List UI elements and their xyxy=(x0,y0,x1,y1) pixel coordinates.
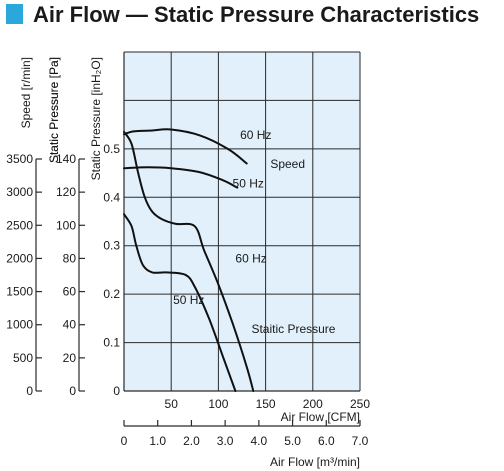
x-axis-title-cfm: Air Flow [CFM] xyxy=(281,410,360,424)
y-speed-tick-label: 2000 xyxy=(6,251,33,265)
x-tick-label-cfm: 50 xyxy=(165,397,179,411)
x-tick-label-cfm: 100 xyxy=(208,397,228,411)
x-tick-label-m3min: 0 xyxy=(121,434,128,448)
x-tick-label-m3min: 1.0 xyxy=(149,434,166,448)
x-axis-title-m3min: Air Flow [m³/min] xyxy=(270,455,360,469)
series-speed-50hz-line xyxy=(123,166,239,189)
y-tick-label-inh2o: 0.1 xyxy=(103,336,120,350)
annotation-label: 60 Hz xyxy=(235,252,266,266)
series-static-pressure-50hz-line xyxy=(123,213,237,392)
y-pa-tick-label: 100 xyxy=(56,218,76,232)
y-speed-tick-label: 2500 xyxy=(6,218,33,232)
y-pa-tick-label: 40 xyxy=(63,318,77,332)
axes xyxy=(35,52,360,427)
plot-area xyxy=(124,52,360,391)
y-tick-label-inh2o: 0.5 xyxy=(103,142,120,156)
y-pa-tick-label: 80 xyxy=(63,251,77,265)
tick-marks xyxy=(36,158,361,426)
x-tick-label-m3min: 7.0 xyxy=(352,434,369,448)
series-static-pressure-60hz-line xyxy=(123,130,255,392)
x-tick-label-cfm: 250 xyxy=(350,397,370,411)
y-pa-tick-label: 20 xyxy=(63,351,77,365)
x-tick-label-m3min: 4.0 xyxy=(251,434,268,448)
grid-lines xyxy=(124,51,361,391)
y-pa-tick-label: 0 xyxy=(69,384,76,398)
y-speed-tick-label: 0 xyxy=(26,384,33,398)
y-axis-title-pa: Static Pressure [Pa] xyxy=(47,57,61,163)
series-speed-60hz-line xyxy=(123,128,248,165)
x-tick-label-m3min: 5.0 xyxy=(284,434,301,448)
x-tick-label-m3min: 2.0 xyxy=(183,434,200,448)
x-tick-label-m3min: 6.0 xyxy=(318,434,335,448)
y-speed-tick-label: 500 xyxy=(13,351,33,365)
y-axis-title-speed: Speed [r/min] xyxy=(19,57,33,128)
y-speed-tick-label: 1000 xyxy=(6,318,33,332)
y-pa-tick-label: 140 xyxy=(56,152,76,166)
y-speed-tick-label: 3000 xyxy=(6,185,33,199)
y-pa-tick-label: 120 xyxy=(56,185,76,199)
x-tick-label-cfm: 150 xyxy=(256,397,276,411)
x-tick-label-m3min: 3.0 xyxy=(217,434,234,448)
y-axis-title-inh2o: Static Pressure [inH₂O] xyxy=(89,57,103,180)
y-tick-label-inh2o: 0.3 xyxy=(103,239,120,253)
annotation-label: Staitic Pressure xyxy=(251,322,335,336)
y-tick-label-inh2o: 0.2 xyxy=(103,287,120,301)
x-tick-label-cfm: 200 xyxy=(303,397,323,411)
y-tick-label-inh2o: 0.4 xyxy=(103,190,120,204)
y-tick-label-inh2o: 0 xyxy=(113,384,120,398)
annotation-label: 60 Hz xyxy=(240,128,271,142)
y-pa-tick-label: 60 xyxy=(63,285,77,299)
annotation-label: 50 Hz xyxy=(233,177,264,191)
y-speed-tick-label: 3500 xyxy=(6,152,33,166)
annotation-label: 50 Hz xyxy=(173,293,204,307)
y-speed-tick-label: 1500 xyxy=(6,285,33,299)
annotation-label: Speed xyxy=(270,157,305,171)
chart-labels: 00.10.20.30.40.550 100 150 200 2500 1.0 2.0 3.0… xyxy=(6,57,370,469)
chart-title: Air Flow — Static Pressure Characteristi… xyxy=(33,2,479,27)
series-curves xyxy=(123,128,255,392)
y-axis-title-pa: Static Pressure [Pa] xyxy=(47,57,61,163)
title-accent-square xyxy=(6,4,23,24)
